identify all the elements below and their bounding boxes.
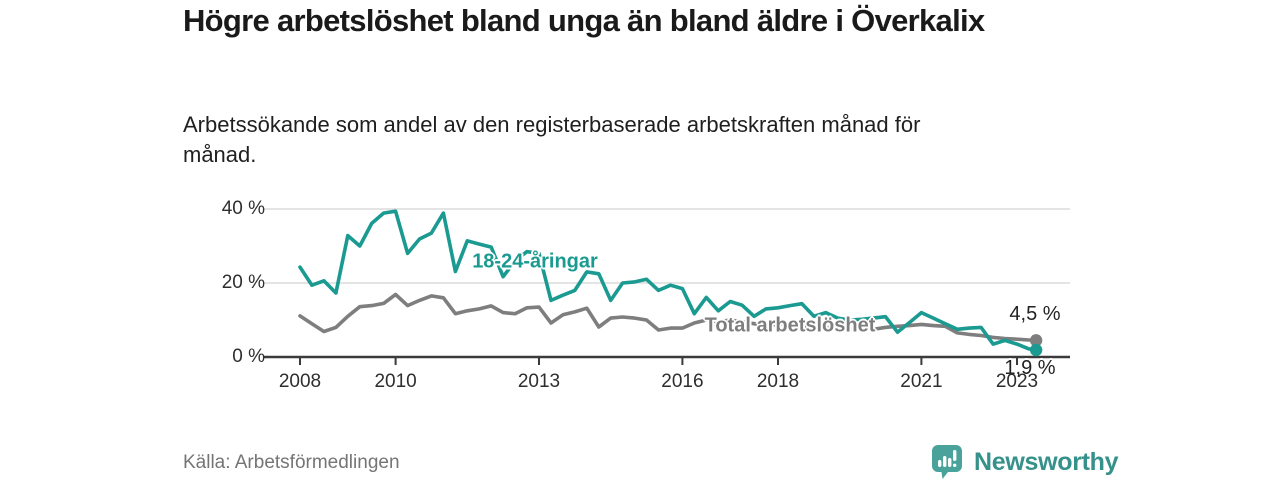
source-note: Källa: Arbetsförmedlingen [183, 452, 400, 473]
x-axis-label-2021: 2021 [900, 371, 943, 392]
newsworthy-logo: Newsworthy [930, 444, 1119, 480]
x-axis-label-2013: 2013 [517, 371, 561, 392]
newsworthy-wordmark: Newsworthy [974, 447, 1119, 476]
series-line-total [298, 292, 1038, 343]
y-axis-label-0: 0 % [232, 346, 265, 367]
end-value-label-youth: 1,9 % [1004, 357, 1056, 379]
x-axis-label-2010: 2010 [374, 371, 417, 392]
y-axis-label-40: 40 % [221, 198, 265, 219]
newsworthy-logo-icon [932, 445, 962, 479]
end-value-label-total: 4,5 % [1009, 303, 1061, 325]
x-axis-label-2018: 2018 [756, 371, 800, 392]
series-line-youth [298, 209, 1038, 352]
x-axis-label-2008: 2008 [278, 371, 322, 392]
y-axis-label-20: 20 % [221, 272, 265, 293]
series-label-youth: 18-24-åringar [472, 250, 598, 273]
series-end-dot-youth [1029, 343, 1043, 357]
x-axis-label-2016: 2016 [661, 371, 704, 392]
x-axis-label-2023: 2023 [995, 371, 1039, 392]
series-label-total: Total arbetslöshet [704, 314, 876, 337]
page-subtitle: Arbetssökande som andel av den registerb… [183, 112, 921, 167]
page-title: Högre arbetslöshet bland unga än bland ä… [183, 3, 985, 38]
series-end-dot-total [1029, 334, 1043, 347]
